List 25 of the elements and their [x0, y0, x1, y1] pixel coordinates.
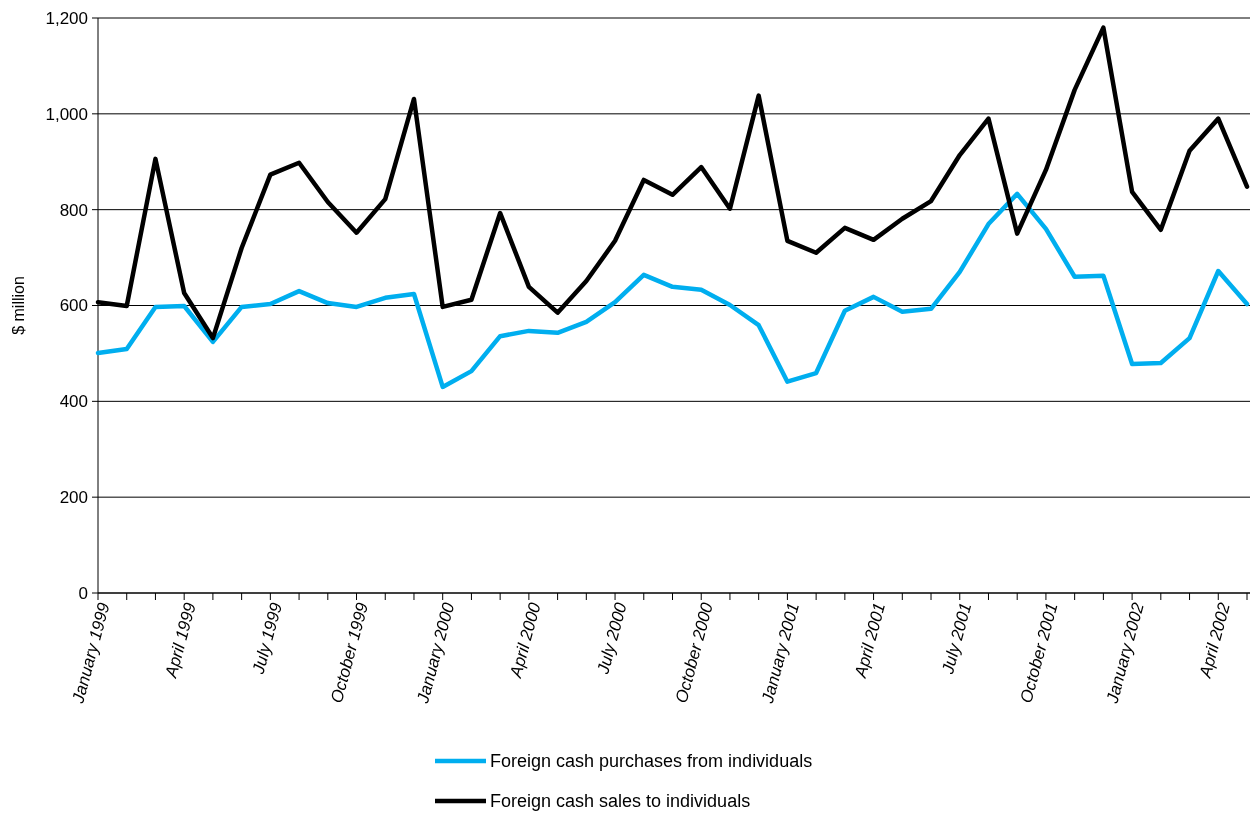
legend-label: Foreign cash purchases from individuals: [490, 751, 813, 772]
x-tick-label: January 2000: [413, 600, 459, 707]
x-tick-label: January 2001: [757, 600, 804, 707]
x-tick-label: April 2001: [850, 600, 890, 681]
x-tick-label: October 1999: [327, 600, 373, 706]
x-tick-label: July 1999: [248, 600, 287, 677]
line-series: [95, 191, 1250, 390]
x-tick-label: April 2000: [506, 600, 545, 681]
x-tick-label: January 2002: [1102, 600, 1148, 707]
x-tick-label: October 2000: [671, 600, 717, 706]
y-tick-label: 600: [59, 296, 88, 316]
x-tick-label: October 2001: [1016, 600, 1062, 706]
x-tick-label: July 2001: [937, 600, 976, 677]
y-tick-label: 1,000: [45, 104, 88, 124]
y-tick-label: 400: [59, 392, 88, 412]
x-tick-label: April 1999: [161, 600, 200, 681]
x-tick-label: January 1999: [68, 600, 114, 707]
legend-label: Foreign cash sales to individuals: [490, 791, 751, 812]
y-axis-title: $ million: [10, 276, 27, 335]
y-tick-label: 1,200: [45, 8, 88, 28]
y-tick-label: 0: [78, 583, 88, 603]
y-tick-label: 800: [59, 200, 88, 220]
x-tick-label: July 2000: [593, 600, 631, 677]
x-tick-label: April 2002: [1195, 600, 1235, 681]
y-tick-label: 200: [59, 488, 88, 508]
